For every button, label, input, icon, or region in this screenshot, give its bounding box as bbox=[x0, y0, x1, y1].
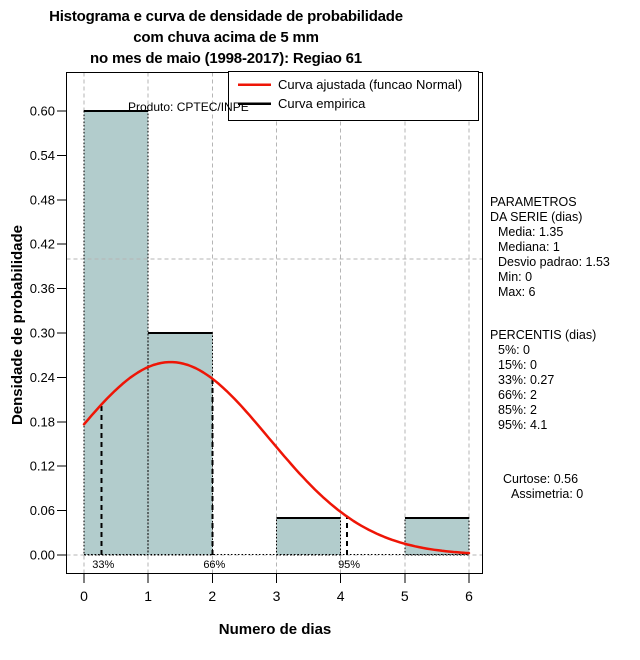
y-tick-label: 0.48 bbox=[30, 192, 55, 207]
histogram-bar bbox=[148, 333, 213, 555]
percentis-header: PERCENTIS (dias) bbox=[490, 328, 597, 342]
moments-block: Curtose: 0.56 Assimetria: 0 bbox=[490, 472, 640, 502]
y-tick-label: 0.30 bbox=[30, 326, 55, 341]
y-tick-label: 0.06 bbox=[30, 503, 55, 518]
percentis-block: PERCENTIS (dias) 5%: 0 15%: 0 33%: 0.27 … bbox=[490, 328, 640, 433]
percentil-15: 15%: 0 bbox=[498, 358, 537, 372]
stat-media: Media: 1.35 bbox=[498, 225, 564, 239]
stat-curtose: Curtose: 0.56 bbox=[503, 472, 579, 486]
y-tick-label: 0.00 bbox=[30, 548, 55, 563]
y-tick-label: 0.12 bbox=[30, 459, 55, 474]
x-tick-label: 6 bbox=[465, 588, 473, 604]
legend-box bbox=[228, 71, 479, 121]
stat-max: Max: 6 bbox=[498, 285, 536, 299]
histogram-bar bbox=[84, 111, 149, 555]
x-axis-label: Numero de dias bbox=[218, 621, 332, 638]
stat-min: Min: 0 bbox=[498, 270, 533, 284]
chart-title-line2: com chuva acima de 5 mm bbox=[133, 29, 319, 46]
y-tick-label: 0.36 bbox=[30, 281, 55, 296]
y-tick-label: 0.42 bbox=[30, 237, 55, 252]
percentil-33: 33%: 0.27 bbox=[498, 373, 555, 387]
y-tick-label: 0.54 bbox=[30, 148, 55, 163]
produto-watermark: Produto: CPTEC/INPE bbox=[128, 100, 249, 114]
histogram-bar bbox=[404, 518, 470, 555]
legend-item-empirical-curve: Curva empirica bbox=[278, 96, 366, 111]
chart-title: Histograma e curva de densidade de proba… bbox=[0, 6, 452, 69]
x-tick-label: 5 bbox=[401, 588, 409, 604]
percentile-label: 95% bbox=[338, 559, 360, 571]
y-tick-label: 0.18 bbox=[30, 414, 55, 429]
fitted-normal-curve bbox=[82, 360, 471, 555]
x-tick-label: 0 bbox=[80, 588, 88, 604]
x-tick-label: 2 bbox=[208, 588, 216, 604]
chart-title-line1: Histograma e curva de densidade de proba… bbox=[49, 8, 403, 25]
histogram-bar bbox=[276, 518, 341, 555]
x-tick-label: 4 bbox=[337, 588, 345, 604]
percentil-85: 85%: 2 bbox=[498, 403, 537, 417]
chart-title-line3: no mes de maio (1998-2017): Regiao 61 bbox=[90, 50, 362, 67]
parametros-block: PARAMETROS DA SERIE (dias) Media: 1.35 M… bbox=[490, 195, 640, 300]
stat-mediana: Mediana: 1 bbox=[498, 240, 560, 254]
percentil-95: 95%: 4.1 bbox=[498, 418, 548, 432]
y-tick-label: 0.24 bbox=[30, 370, 55, 385]
legend-item-fitted-curve: Curva ajustada (funcao Normal) bbox=[278, 77, 463, 92]
percentile-label: 66% bbox=[203, 559, 225, 571]
y-axis-label: Densidade de probabilidade bbox=[9, 224, 26, 426]
percentile-label: 33% bbox=[92, 559, 114, 571]
x-tick-label: 3 bbox=[273, 588, 281, 604]
parametros-header-line1: PARAMETROS bbox=[490, 195, 577, 209]
x-tick-label: 1 bbox=[144, 588, 152, 604]
y-tick-label: 0.60 bbox=[30, 104, 55, 119]
stat-assimetria: Assimetria: 0 bbox=[511, 487, 584, 501]
stat-desvio-padrao: Desvio padrao: 1.53 bbox=[498, 255, 610, 269]
percentil-66: 66%: 2 bbox=[498, 388, 537, 402]
percentil-5: 5%: 0 bbox=[498, 343, 530, 357]
parametros-header-line2: DA SERIE (dias) bbox=[490, 210, 583, 224]
